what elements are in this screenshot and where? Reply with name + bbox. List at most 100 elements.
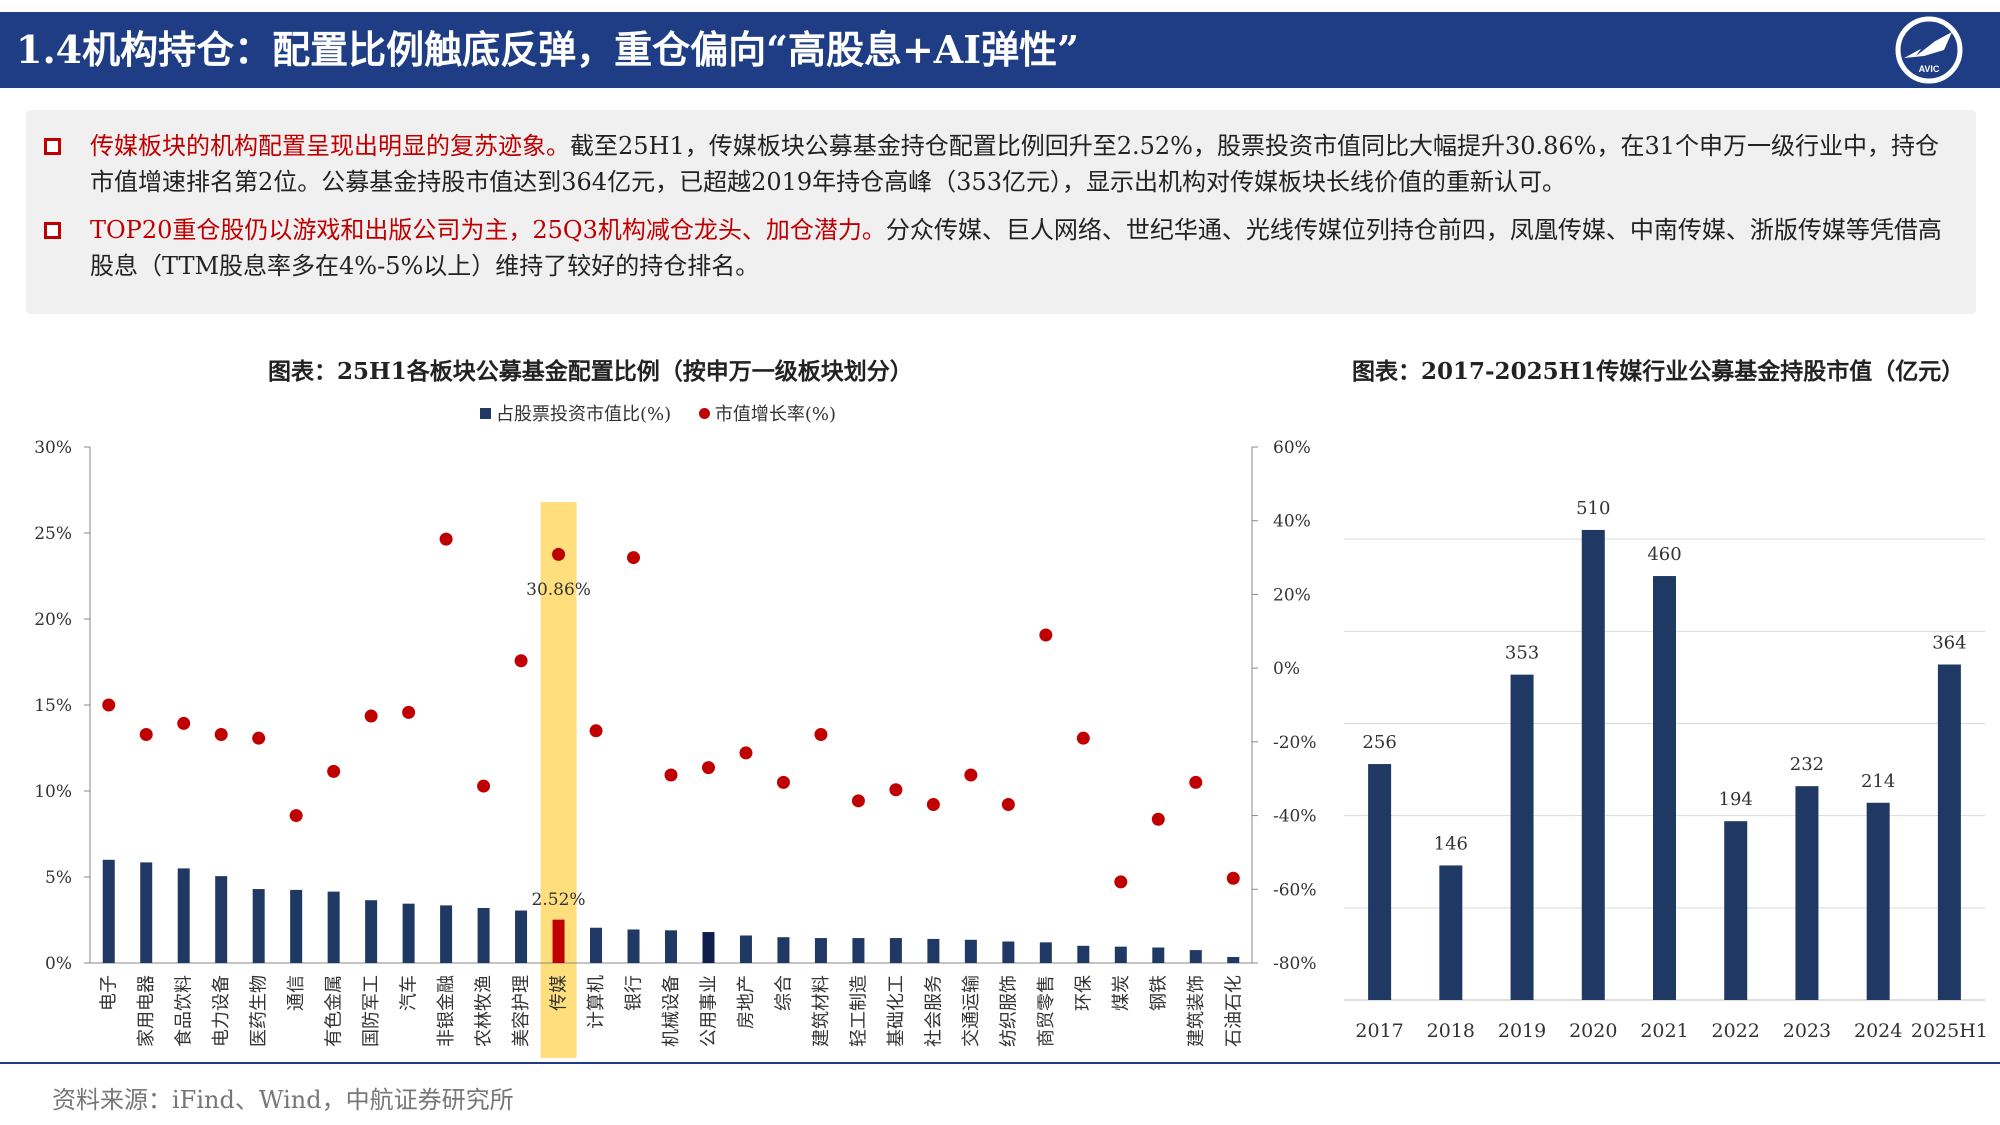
highlight-dot-label: 30.86% [526,580,591,600]
bar-非银金融 [440,905,453,963]
right-tick-label: -20% [1273,733,1317,753]
dot-机械设备 [664,768,678,782]
category-label: 汽车 [399,975,420,1011]
category-label: 美容护理 [511,975,532,1047]
right-tick-label: -80% [1273,954,1317,974]
category-label: 国防军工 [361,975,382,1047]
bar-2017 [1368,764,1392,1000]
category-label: 基础化工 [886,975,907,1047]
category-label: 建筑材料 [811,975,832,1047]
category-label: 煤炭 [1111,975,1132,1011]
bar-value-label: 364 [1932,633,1966,654]
right-chart: 256 2017 146 2018 353 2019 510 2020 460 2021 194 20… [1344,498,1988,1042]
category-label: 农林牧渔 [474,975,495,1047]
left-tick-label: 0% [45,954,72,974]
bar-2022 [1724,821,1748,1000]
dot-石油石化 [1226,871,1240,885]
left-tick-label: 30% [34,438,72,458]
category-label: 社会服务 [923,975,944,1047]
bar-建筑材料 [814,938,827,963]
category-label: 房地产 [736,975,757,1029]
dot-汽车 [402,705,416,719]
category-label: 食品饮料 [174,975,195,1047]
dot-商贸零售 [1039,628,1053,642]
bar-美容护理 [515,910,528,963]
bar-煤炭 [1114,946,1127,963]
category-label: 银行 [624,975,645,1011]
bar-有色金属 [327,891,340,963]
right-tick-label: 0% [1273,659,1300,679]
year-label: 2025H1 [1911,1020,1988,1042]
dot-公用事业 [701,761,715,775]
bar-食品饮料 [177,868,190,963]
highlight-band [540,502,577,1058]
dot-环保 [1076,731,1090,745]
bar-综合 [777,937,790,963]
summary-box: 传媒板块的机构配置呈现出明显的复苏迹象。截至25H1，传媒板块公募基金持仓配置比… [26,110,1976,314]
year-label: 2022 [1712,1020,1760,1042]
category-label: 公用事业 [698,975,719,1047]
bar-2021 [1653,576,1676,1000]
bottom-divider [0,1062,2000,1064]
bar-钢铁 [1152,947,1165,963]
bar-2025H1 [1937,664,1961,1000]
bullet-1-highlight: 传媒板块的机构配置呈现出明显的复苏迹象。 [90,132,570,160]
highlight-bar-label: 2.52% [532,890,586,910]
bullet-square-icon [44,222,61,239]
legend-bar-swatch [480,407,491,419]
bar-value-label: 256 [1362,732,1396,753]
category-label: 机械设备 [661,975,682,1047]
year-label: 2021 [1640,1020,1688,1042]
left-tick-label: 25% [34,524,72,544]
bar-通信 [290,889,303,963]
bar-传媒 [552,919,565,963]
dot-有色金属 [327,764,341,778]
category-label: 通信 [286,975,307,1011]
bar-机械设备 [665,930,677,963]
dot-食品饮料 [177,716,191,730]
bar-商贸零售 [1039,942,1052,963]
page-title: 1.4机构持仓：配置比例触底反弹，重仓偏向“高股息+AI弹性” [16,27,1079,72]
bar-value-label: 510 [1576,498,1610,519]
category-label: 计算机 [586,975,607,1029]
bar-环保 [1077,945,1090,963]
dot-电力设备 [214,727,228,741]
dot-医药生物 [252,731,266,745]
category-label: 传媒 [549,975,570,1011]
bar-社会服务 [927,938,940,963]
logo-text: AVIC [1919,64,1940,74]
category-label: 电子 [99,975,120,1011]
dot-建筑材料 [814,727,828,741]
dot-银行 [627,551,641,565]
dot-综合 [776,775,790,789]
category-label: 综合 [773,975,794,1011]
bar-银行 [627,929,640,963]
bar-2019 [1510,674,1534,1000]
dot-通信 [289,809,303,823]
dot-社会服务 [926,798,940,812]
dot-纺织服饰 [1001,798,1015,812]
category-label: 环保 [1073,975,1094,1011]
bar-2024 [1866,802,1890,1000]
legend-dot-label: 市值增长率(%) [714,404,837,425]
bar-2023 [1795,786,1819,1000]
category-label: 医药生物 [249,975,270,1047]
bar-基础化工 [889,938,902,963]
left-chart-legend: 占股票投资市值比(%) 市值增长率(%) [480,400,858,426]
bar-2020 [1581,529,1605,1000]
dot-基础化工 [889,783,903,797]
source-note: 资料来源：iFind、Wind，中航证券研究所 [52,1086,514,1114]
bar-value-label: 146 [1434,833,1468,854]
bar-汽车 [402,903,415,963]
right-tick-label: 20% [1273,585,1311,605]
right-tick-label: -60% [1273,880,1317,900]
left-tick-label: 10% [34,782,72,802]
year-label: 2017 [1355,1020,1403,1042]
right-tick-label: -40% [1273,807,1317,827]
bar-电力设备 [215,876,228,963]
bar-value-label: 460 [1647,544,1681,565]
category-label: 纺织服饰 [998,975,1019,1047]
bar-建筑装饰 [1189,950,1202,963]
dot-电子 [102,698,116,712]
bar-交通运输 [964,939,977,963]
